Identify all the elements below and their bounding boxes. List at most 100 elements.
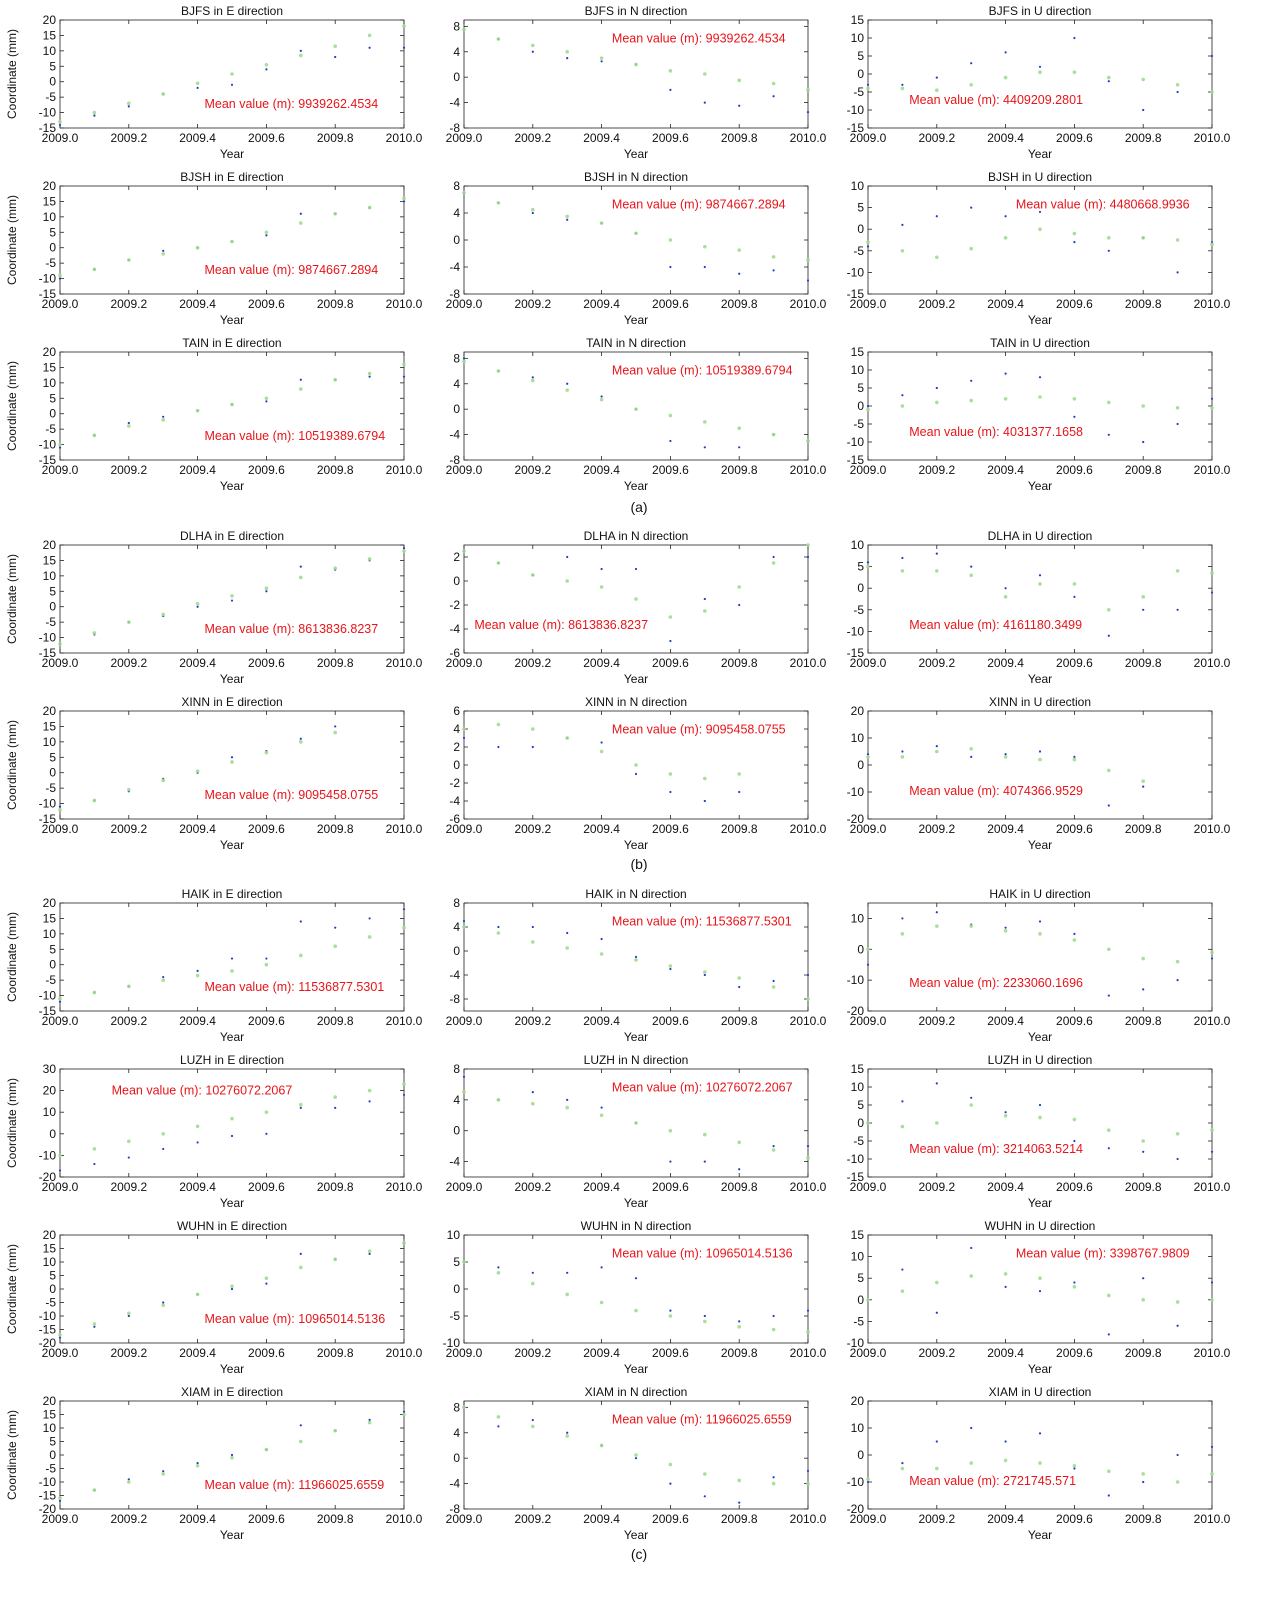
x-axis-label: Year [220,1528,244,1542]
y-tick-label: 4 [453,920,460,934]
observed-point [669,265,672,269]
observed-point [600,60,603,63]
y-tick-label: -5 [853,1314,864,1328]
x-tick-label: 2009.2 [918,1180,955,1194]
x-tick-label: 2009.6 [248,1014,285,1028]
y-tick-label: -10 [847,103,865,117]
y-tick-label: -15 [39,287,57,301]
observed-point [935,911,938,914]
observed-point [669,88,672,91]
x-tick-label: 2009.2 [110,822,147,836]
x-axis-label: Year [624,1362,648,1376]
x-tick-label: 2009.0 [850,463,887,477]
x-axis-label: Year [624,838,648,852]
y-tick-label: -15 [39,453,57,467]
observed-point [935,386,938,390]
x-tick-label: 2009.0 [446,1346,483,1360]
observed-point [669,1309,672,1312]
fitted-point [367,371,372,376]
x-tick-label: 2009.4 [987,1180,1024,1194]
y-tick-label: 0 [857,399,864,413]
observed-point [265,400,268,403]
y-tick-label: -15 [847,1170,865,1184]
fitted-point [771,1481,776,1486]
fitted-point [496,931,501,935]
observed-point [600,1106,603,1109]
subplot-title: BJFS in U direction [989,4,1092,18]
fitted-point [58,996,62,1001]
observed-point [935,1082,938,1085]
observed-point [162,249,165,252]
y-tick-label: -8 [449,287,460,301]
observed-point [901,556,904,560]
x-tick-label: 2009.2 [918,1014,955,1028]
observed-point [1142,988,1145,991]
observed-point [196,1141,199,1144]
x-tick-label: 2009.6 [1056,1014,1093,1028]
observed-point [901,223,904,226]
fitted-point [230,760,234,764]
y-tick-label: 10 [43,210,57,224]
fitted-point [866,564,870,569]
observed-point [1210,591,1214,594]
fitted-point [866,86,870,91]
observed-point [1176,422,1179,426]
observed-point [866,561,870,564]
plot-frame [59,902,405,1012]
x-axis-label: Year [624,147,648,161]
x-tick-label: 2009.2 [514,822,551,836]
x-tick-label: 2009.6 [1056,131,1093,145]
y-tick-label: 0 [49,1282,56,1296]
y-tick-label: -5 [45,422,56,436]
y-tick-label: 15 [851,1062,865,1076]
observed-point [1038,1103,1042,1107]
observed-point [230,1134,234,1138]
x-tick-label: 2009.4 [987,656,1024,670]
y-tick-label: -15 [847,453,865,467]
fitted-point [935,569,939,573]
fitted-point [1141,1139,1145,1143]
y-tick-label: -8 [449,121,460,135]
x-axis-label: Year [220,313,244,327]
fitted-point [737,1325,741,1329]
y-tick-label: -4 [449,428,460,442]
fitted-point [1072,1285,1077,1289]
observed-point [935,1440,938,1443]
subplot-title: XINN in E direction [181,695,282,709]
fitted-point [58,807,62,812]
y-axis-label: Coordinate (mm) [5,912,19,1002]
fitted-point [866,240,870,244]
subplot-title: XIAM in U direction [989,1385,1092,1399]
fitted-point [599,1113,604,1118]
fitted-point [668,413,673,418]
plot-frame [59,185,405,295]
observed-point [806,1145,810,1148]
fitted-point [195,245,200,250]
subplot: WUHN in N direction Year 2009.0 2009.2 2009.… [443,1219,827,1376]
y-tick-label: 4 [453,722,460,736]
fitted-point [771,432,776,437]
observed-point [299,737,302,740]
y-tick-label: -15 [847,121,865,135]
fitted-point [935,1466,939,1471]
fitted-point [161,1472,165,1476]
fitted-point [1003,595,1008,599]
observed-point [127,421,130,425]
y-tick-label: 20 [43,538,57,552]
subplot: BJSH in U direction Year 2009.0 2009.2 2009.… [847,170,1231,327]
fitted-point [496,561,501,565]
fitted-point [668,964,673,968]
observed-point [566,931,569,935]
observed-point [703,1160,706,1163]
fitted-point [1003,1458,1008,1463]
observed-point [772,269,775,272]
fitted-point [703,1319,707,1324]
x-tick-label: 2009.4 [583,1346,620,1360]
fitted-point [634,763,638,767]
fitted-point [599,397,604,402]
fitted-point [634,231,638,236]
observed-point [1038,920,1042,923]
observed-point [1142,1277,1145,1280]
x-tick-label: 2009.6 [248,131,285,145]
observed-point [703,1495,706,1498]
